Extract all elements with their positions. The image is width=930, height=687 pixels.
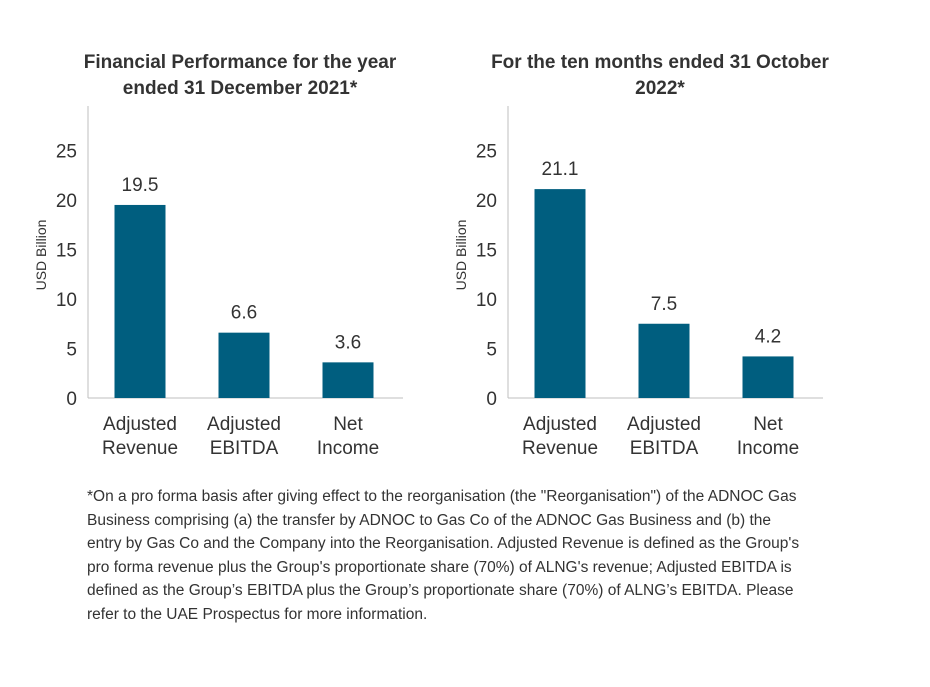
bar [218,332,270,398]
category-label: Adjusted [103,414,177,435]
bar [638,323,690,398]
category-label: EBITDA [210,438,279,459]
y-tick-label: 5 [66,340,77,361]
category-label: Adjusted [627,414,701,435]
category-label: Income [737,438,799,459]
bar [114,204,166,398]
y-tick-label: 0 [486,389,497,410]
y-tick-label: 25 [476,142,497,163]
data-label: 4.2 [755,326,781,347]
bar-charts: 0 5 10 15 20 25 USD Billion 19.5 Adjusted Revenue… [33,106,823,459]
y-tick-label: 0 [66,389,77,410]
y-axis-title: USD Billion [453,220,469,291]
y-tick-label: 10 [476,290,497,311]
bar [742,356,794,398]
y-tick-label: 5 [486,340,497,361]
y-tick-label: 15 [56,241,77,262]
category-label: Income [317,438,379,459]
data-label: 21.1 [542,159,579,180]
y-tick-label: 10 [56,290,77,311]
footnote: *On a pro forma basis after giving effec… [87,488,800,623]
bar [534,189,586,398]
y-tick-label: 15 [476,241,497,262]
category-label: Revenue [102,438,178,459]
category-label: EBITDA [630,438,699,459]
data-label: 6.6 [231,303,257,324]
chart-title-2022: For the ten months ended 31 October 2022… [491,52,829,99]
data-label: 7.5 [651,294,677,315]
category-label: Adjusted [523,414,597,435]
y-axis-title: USD Billion [33,220,49,291]
y-tick-label: 25 [56,142,77,163]
category-label: Net [753,414,783,435]
data-label: 3.6 [335,332,361,353]
category-label: Revenue [522,438,598,459]
y-tick-label: 20 [56,191,77,212]
category-label: Net [333,414,363,435]
chart-title-2021: Financial Performance for the year ended… [83,52,397,99]
y-tick-label: 20 [476,191,497,212]
bar [322,362,374,398]
data-label: 19.5 [122,175,159,196]
category-label: Adjusted [207,414,281,435]
